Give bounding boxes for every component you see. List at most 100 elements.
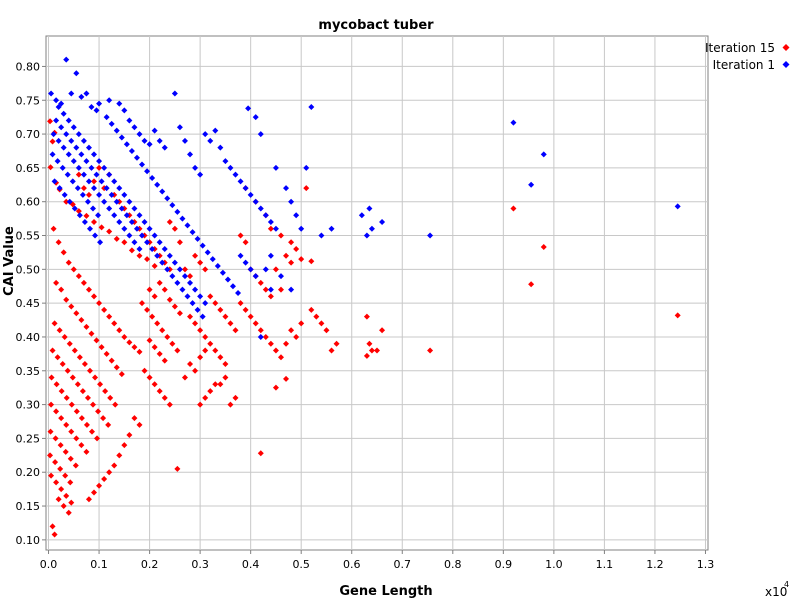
point-s1-31 [232,171,239,178]
point-s1-8 [106,97,113,104]
point-s0-75 [105,421,112,428]
point-s0-18 [151,262,158,269]
point-s1-35 [252,198,259,205]
point-s1-20 [176,124,183,131]
point-s1-193 [204,249,211,256]
point-s0-58 [86,367,93,374]
point-s0-51 [51,320,58,327]
point-s1-117 [91,151,98,158]
point-s0-187 [237,300,244,307]
point-s0-71 [84,394,91,401]
point-s1-0 [63,56,70,63]
point-s1-79 [136,246,143,253]
point-s0-21 [60,249,67,256]
point-s0-6 [63,198,70,205]
point-s0-46 [98,344,105,351]
point-s1-141 [267,286,274,293]
point-s0-178 [181,374,188,381]
point-s1-137 [192,286,199,293]
point-s0-2 [49,138,56,145]
point-s0-133 [156,388,163,395]
point-s0-36 [136,348,143,355]
point-s0-139 [121,442,128,449]
point-s0-9 [83,212,90,219]
point-s0-126 [161,286,168,293]
point-s0-17 [144,256,151,263]
point-s0-76 [48,374,55,381]
point-s0-118 [154,320,161,327]
x-tick-label-3: 0.3 [191,558,209,571]
point-s1-71 [96,191,103,198]
point-s0-196 [283,340,290,347]
point-s1-112 [65,117,72,124]
point-s0-233 [363,352,370,359]
point-s0-228 [288,239,295,246]
point-s1-171 [78,93,85,100]
point-s0-35 [131,344,138,351]
y-tick-label-4: 0.30 [16,399,41,412]
point-s0-38 [58,286,65,293]
point-s0-143 [101,475,108,482]
point-s1-4 [53,97,60,104]
point-s1-140 [257,333,264,340]
point-s0-179 [187,361,194,368]
point-s0-103 [62,472,69,479]
x-tick-label-12: 1.2 [646,558,664,571]
point-s0-110 [65,509,72,516]
point-s0-217 [323,327,330,334]
point-s1-172 [93,107,100,114]
point-s0-134 [161,394,168,401]
point-s0-190 [252,320,259,327]
point-s0-26 [85,286,92,293]
point-s1-55 [379,218,386,225]
point-s0-195 [277,354,284,361]
point-s1-9 [116,100,123,107]
point-s0-65 [54,354,61,361]
point-s0-107 [58,486,65,493]
point-s0-74 [100,415,107,422]
point-s1-88 [93,171,100,178]
point-s0-137 [136,421,143,428]
point-s1-106 [184,293,191,300]
point-s1-60 [540,151,547,158]
point-s1-143 [288,286,295,293]
y-tick-label-7: 0.45 [16,297,41,310]
point-s0-47 [103,350,110,357]
point-s0-39 [63,296,70,303]
point-s1-196 [219,269,226,276]
point-s0-169 [166,218,173,225]
point-s0-226 [267,225,274,232]
point-s1-47 [298,225,305,232]
point-s1-26 [207,137,214,144]
point-s1-100 [154,252,161,259]
point-s1-12 [131,124,138,131]
point-s0-0 [47,118,54,125]
point-s1-113 [70,124,77,131]
y-tick-label-2: 0.20 [16,466,41,479]
point-s1-120 [106,171,113,178]
point-s1-157 [84,198,91,205]
point-s1-116 [85,144,92,151]
point-s1-2 [83,90,90,97]
point-s0-28 [96,300,103,307]
point-s0-3 [47,164,54,171]
point-s1-161 [56,185,63,192]
y-tick-label-9: 0.55 [16,230,41,243]
point-s0-197 [288,327,295,334]
series-1 [48,56,681,340]
point-s0-12 [106,228,113,235]
point-s0-10 [91,218,98,225]
point-s0-104 [67,479,74,486]
point-s1-95 [128,218,135,225]
point-s1-131 [161,246,168,253]
point-s0-234 [379,327,386,334]
point-s1-149 [267,252,274,259]
point-s1-155 [74,185,81,192]
point-s1-162 [61,191,68,198]
point-s0-180 [192,367,199,374]
point-s0-69 [74,381,81,388]
point-s1-182 [149,175,156,182]
point-s1-38 [267,218,274,225]
point-s1-46 [293,212,300,219]
